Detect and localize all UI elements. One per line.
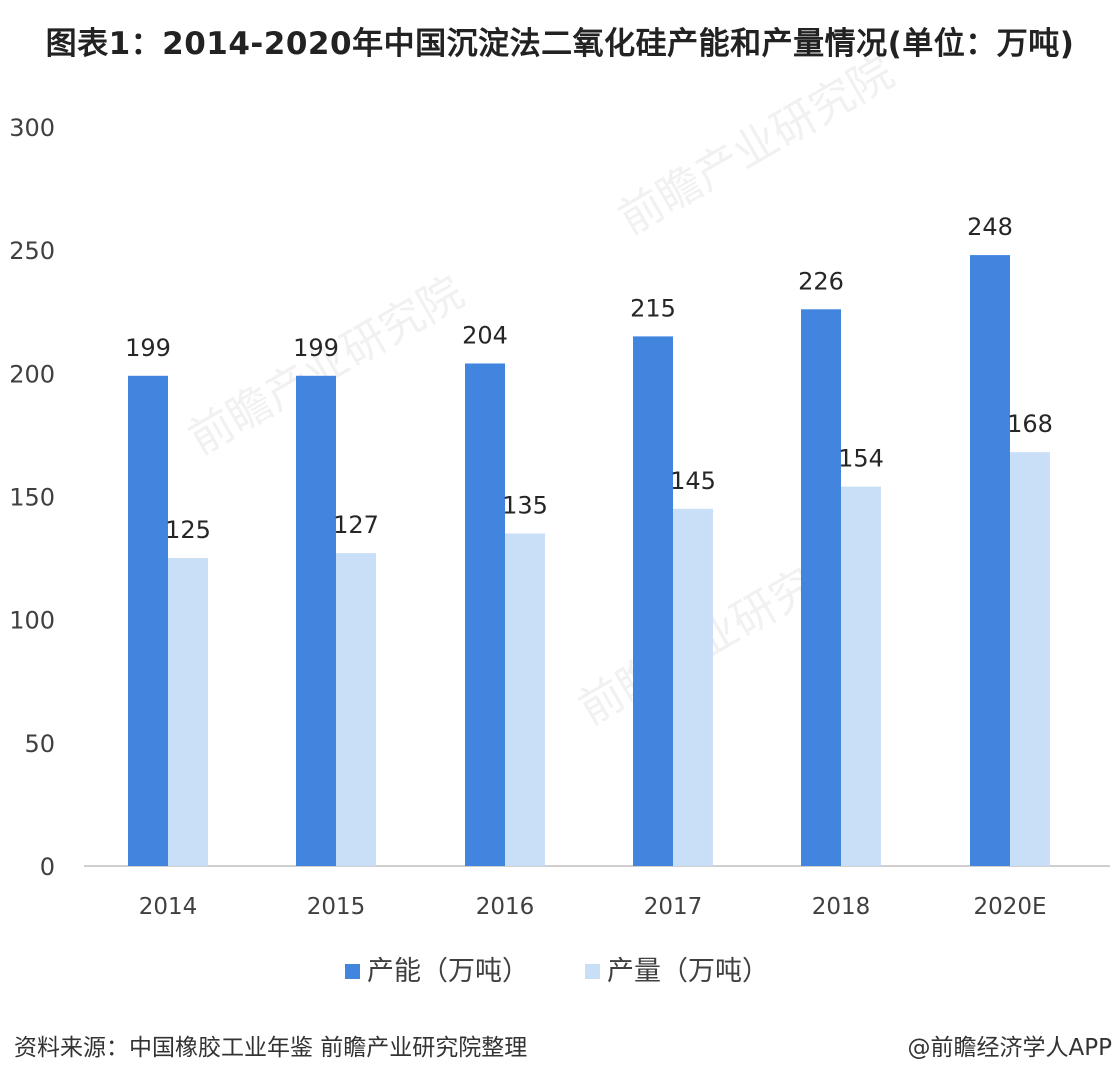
x-tick-label: 2015 bbox=[307, 894, 366, 920]
x-tick-label: 2017 bbox=[644, 894, 703, 920]
bar-capacity bbox=[801, 309, 841, 866]
legend: 产能（万吨） 产量（万吨） bbox=[345, 956, 769, 987]
y-tick-label: 50 bbox=[24, 730, 55, 758]
bar-output bbox=[673, 508, 713, 866]
data-label: 226 bbox=[798, 267, 844, 295]
x-tick-label: 2018 bbox=[812, 894, 871, 920]
data-label: 248 bbox=[967, 213, 1013, 241]
data-label: 127 bbox=[333, 511, 379, 539]
y-tick-label: 100 bbox=[9, 607, 55, 635]
bar-chart: 0 50 100 150 200 250 300 199 199 204 215 226 248 125… bbox=[9, 114, 1110, 987]
x-tick-label: 2014 bbox=[139, 894, 198, 920]
y-tick-label: 300 bbox=[9, 114, 55, 142]
bar-output bbox=[336, 553, 376, 866]
bars bbox=[128, 255, 1050, 867]
legend-swatch bbox=[585, 964, 600, 979]
y-tick-label: 250 bbox=[9, 237, 55, 265]
bar-output bbox=[841, 486, 881, 866]
bar-capacity bbox=[465, 363, 505, 866]
data-label: 199 bbox=[125, 334, 171, 362]
data-label: 215 bbox=[630, 294, 676, 322]
y-tick-label: 200 bbox=[9, 360, 55, 388]
data-label: 168 bbox=[1007, 410, 1053, 438]
x-tick-label: 2020E bbox=[973, 894, 1046, 920]
x-tick-label: 2016 bbox=[476, 894, 535, 920]
legend-label: 产能（万吨） bbox=[367, 956, 529, 987]
y-axis-ticks: 0 50 100 150 200 250 300 bbox=[9, 114, 55, 881]
y-tick-label: 150 bbox=[9, 484, 55, 512]
bar-output bbox=[1010, 452, 1050, 866]
bar-output bbox=[505, 533, 545, 866]
data-label: 135 bbox=[502, 491, 548, 519]
credit-note: @前瞻经济学人APP bbox=[907, 1035, 1112, 1061]
source-note: 资料来源：中国橡胶工业年鉴 前瞻产业研究院整理 bbox=[14, 1035, 528, 1061]
bar-capacity bbox=[633, 336, 673, 867]
data-label: 145 bbox=[670, 467, 716, 495]
data-label: 204 bbox=[462, 321, 508, 349]
bar-capacity bbox=[970, 255, 1010, 867]
bar-capacity bbox=[128, 375, 168, 866]
y-tick-label: 0 bbox=[40, 853, 55, 881]
legend-swatch bbox=[345, 964, 360, 979]
legend-label: 产量（万吨） bbox=[607, 956, 769, 987]
data-label: 199 bbox=[293, 334, 339, 362]
x-axis-ticks: 2014 2015 2016 2017 2018 2020E bbox=[139, 894, 1047, 920]
chart-title: 图表1：2014-2020年中国沉淀法二氧化硅产能和产量情况(单位：万吨) bbox=[45, 26, 1075, 62]
data-labels: 199 199 204 215 226 248 125 127 135 145 154 168 bbox=[125, 213, 1053, 544]
data-label: 154 bbox=[838, 445, 884, 473]
data-label: 125 bbox=[165, 516, 211, 544]
bar-output bbox=[168, 558, 208, 866]
bar-capacity bbox=[296, 375, 336, 866]
